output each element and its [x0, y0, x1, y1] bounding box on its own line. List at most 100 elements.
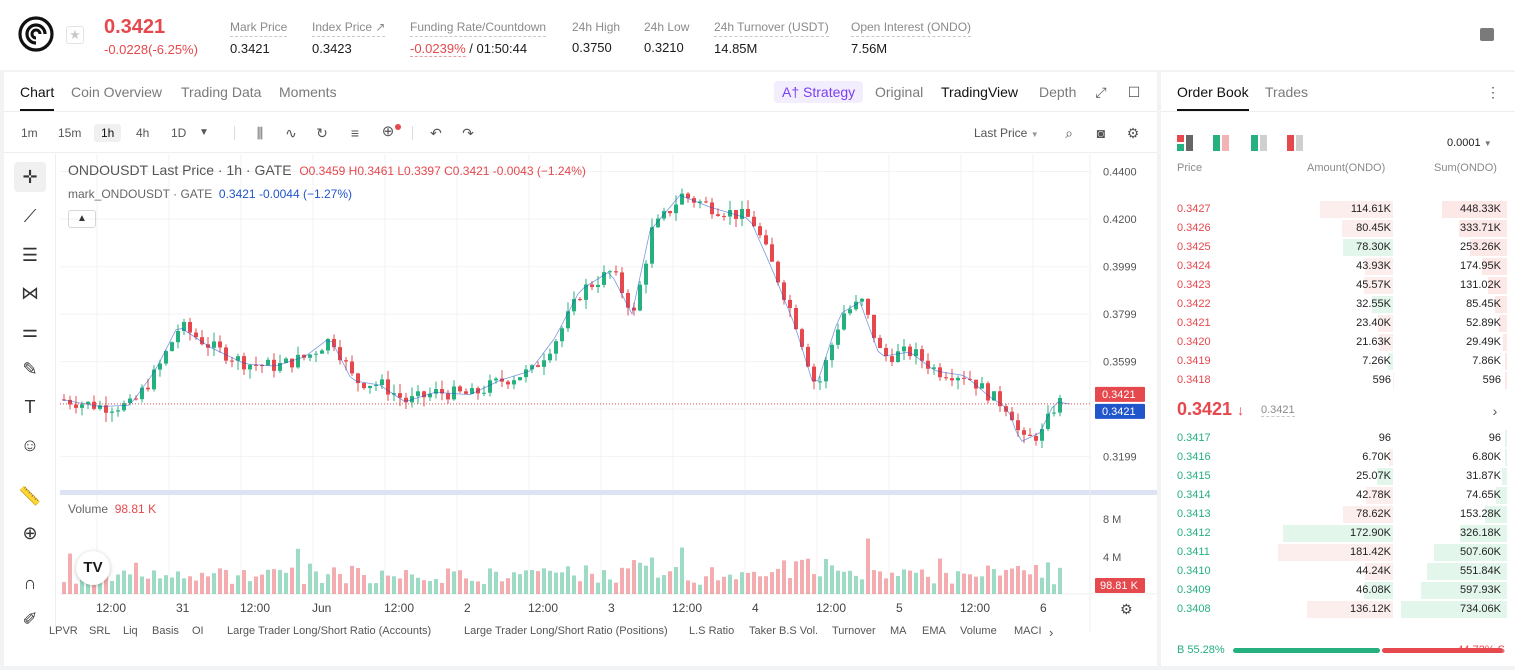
ask-row[interactable]: 0.3427 114.61K 448.33K [1161, 200, 1515, 219]
template-icon[interactable]: ≡ [350, 125, 360, 141]
ask-row[interactable]: 0.3426 80.45K 333.71K [1161, 219, 1515, 238]
bid-row[interactable]: 0.3417 96 96 [1161, 429, 1515, 448]
chevron-right-icon[interactable]: › [1492, 403, 1498, 419]
tab-moments[interactable]: Moments [279, 84, 337, 100]
add-indicator-icon[interactable]: ⊕ [381, 123, 395, 140]
crosshair-icon[interactable]: ✛ [14, 162, 46, 192]
timeframe-1m[interactable]: 1m [21, 126, 38, 140]
ask-row[interactable]: 0.3418 596 596 [1161, 371, 1515, 390]
view-bids-icon[interactable] [1213, 135, 1229, 151]
emoji-icon[interactable]: ☺ [20, 434, 40, 455]
indicator-lpvr[interactable]: LPVR [49, 625, 78, 637]
book-icon[interactable] [1480, 28, 1494, 41]
replay-icon[interactable]: ↻ [316, 125, 328, 141]
collapse-legend-button[interactable]: ▲ [68, 210, 96, 228]
indicator-ema[interactable]: EMA [922, 625, 946, 637]
timeframe-4h[interactable]: 4h [136, 126, 150, 140]
trendline-icon[interactable]: ⟋ [23, 205, 37, 226]
indicator-taker-bs-vol[interactable]: Taker B.S Vol. [749, 625, 819, 637]
view-sells-icon[interactable] [1287, 135, 1303, 151]
chart-plot-area[interactable]: 0.4400 0.4200 0.3999 0.3799 0.3599 0.3199 0.34… [60, 154, 1157, 632]
more-icon[interactable]: ⋮ [1486, 84, 1500, 100]
expand-icon[interactable]: ⤢ [1095, 84, 1107, 100]
gear-icon[interactable]: ⚙ [1126, 125, 1140, 141]
view-depth[interactable]: Depth [1039, 84, 1077, 100]
view-both-icon[interactable] [1177, 135, 1193, 151]
tab-coin-overview[interactable]: Coin Overview [71, 84, 163, 100]
ask-row[interactable]: 0.3419 7.26K 7.86K [1161, 352, 1515, 371]
redo-icon[interactable]: ↷ [462, 125, 474, 141]
timeframe-15m[interactable]: 15m [58, 126, 82, 140]
undo-icon[interactable]: ↶ [430, 125, 442, 141]
tab-order-book[interactable]: Order Book [1177, 84, 1249, 111]
indicator-volume[interactable]: Volume [960, 625, 997, 637]
view-original[interactable]: Original [875, 84, 924, 100]
camera-icon[interactable]: ◙ [1096, 125, 1106, 141]
bid-row[interactable]: 0.3416 6.70K 6.80K [1161, 448, 1515, 467]
view-tradingview[interactable]: TradingView [941, 84, 1019, 100]
candlestick-chart[interactable]: 0.4400 0.4200 0.3999 0.3799 0.3599 0.3199 0.34… [60, 154, 1157, 632]
ruler-icon[interactable]: 📏 [18, 485, 42, 506]
indicator-icon[interactable]: ∿ [285, 125, 297, 141]
bid-row[interactable]: 0.3409 46.08K 597.93K [1161, 581, 1515, 600]
ask-row[interactable]: 0.3424 43.93K 174.95K [1161, 257, 1515, 276]
text-icon[interactable]: T [24, 396, 36, 417]
candle-type-icon[interactable]: ⫼ [256, 125, 264, 141]
tab-trading-data[interactable]: Trading Data [181, 84, 262, 100]
indicator-liq[interactable]: Liq [123, 625, 138, 637]
bid-row[interactable]: 0.3413 78.62K 153.28K [1161, 505, 1515, 524]
volume-bar [512, 572, 516, 594]
pattern-icon[interactable]: ⋈ [21, 282, 39, 303]
indicator-ls-ratio[interactable]: L.S Ratio [689, 625, 735, 637]
tab-trades[interactable]: Trades [1265, 84, 1309, 100]
volume-bar [704, 576, 708, 594]
bid-row[interactable]: 0.3410 44.24K 551.84K [1161, 562, 1515, 581]
indicator-large-trader-positions[interactable]: Large Trader Long/Short Ratio (Positions… [464, 625, 668, 637]
ask-row[interactable]: 0.3425 78.30K 253.26K [1161, 238, 1515, 257]
bid-row[interactable]: 0.3414 42.78K 74.65K [1161, 486, 1515, 505]
indicator-turnover[interactable]: Turnover [832, 625, 876, 637]
indicator-srl[interactable]: SRL [89, 625, 111, 637]
bid-row[interactable]: 0.3415 25.07K 31.87K [1161, 467, 1515, 486]
fib-icon[interactable]: ⚌ [21, 320, 39, 341]
volume-bar [98, 573, 102, 594]
price-type-select[interactable]: Last Price ▼ [974, 126, 1039, 140]
candle-body [770, 244, 774, 262]
bid-amount: 78.62K [1356, 508, 1391, 520]
tradingview-logo-icon[interactable]: TV [76, 551, 110, 585]
chevron-right-icon[interactable]: › [1049, 625, 1054, 640]
bid-row[interactable]: 0.3412 172.90K 326.18K [1161, 524, 1515, 543]
horizontal-lines-icon[interactable]: ☰ [21, 244, 39, 265]
fullscreen-icon[interactable]: ☐ [1127, 84, 1141, 100]
timeframe-1d[interactable]: 1D [171, 126, 187, 140]
bid-row[interactable]: 0.3411 181.42K 507.60K [1161, 543, 1515, 562]
magnet-icon[interactable]: ∩ [23, 572, 37, 593]
bid-row[interactable]: 0.3408 136.12K 734.06K [1161, 600, 1515, 619]
indicator-macd[interactable]: MACI [1014, 625, 1042, 637]
stat-funding-rate[interactable]: Funding Rate/Countdown -0.0239% / 01:50:… [410, 20, 547, 57]
search-icon[interactable]: ⌕ [1065, 125, 1073, 141]
pencil-lock-icon[interactable]: ✐ [22, 608, 38, 629]
tab-chart[interactable]: Chart [20, 84, 55, 111]
ask-row[interactable]: 0.3421 23.40K 52.89K [1161, 314, 1515, 333]
stat-mark-price[interactable]: Mark Price 0.3421 [230, 20, 288, 56]
brush-icon[interactable]: ✎ [22, 358, 38, 379]
indicator-ma[interactable]: MA [890, 625, 907, 637]
favorite-star-icon[interactable]: ★ [66, 26, 84, 44]
ask-row[interactable]: 0.3420 21.63K 29.49K [1161, 333, 1515, 352]
indicator-oi[interactable]: OI [192, 625, 204, 637]
ask-row[interactable]: 0.3423 45.57K 131.02K [1161, 276, 1515, 295]
stat-index-price[interactable]: Index Price ↗ 0.3423 [312, 20, 386, 56]
ask-sum: 448.33K [1460, 203, 1501, 215]
precision-select[interactable]: 0.0001 ▼ [1447, 137, 1492, 149]
indicator-large-trader-accounts[interactable]: Large Trader Long/Short Ratio (Accounts) [227, 625, 432, 637]
chevron-down-icon[interactable]: ▼ [199, 127, 209, 138]
indicator-basis[interactable]: Basis [152, 625, 179, 637]
strategy-button[interactable]: A† Strategy [774, 81, 864, 103]
stat-open-interest[interactable]: Open Interest (ONDO) 7.56M [851, 20, 972, 56]
zoom-in-icon[interactable]: ⊕ [22, 522, 38, 543]
timeframe-1h[interactable]: 1h [94, 124, 122, 142]
ask-row[interactable]: 0.3422 32.55K 85.45K [1161, 295, 1515, 314]
logo-icon[interactable] [18, 16, 54, 52]
view-asks-icon[interactable] [1251, 135, 1267, 151]
